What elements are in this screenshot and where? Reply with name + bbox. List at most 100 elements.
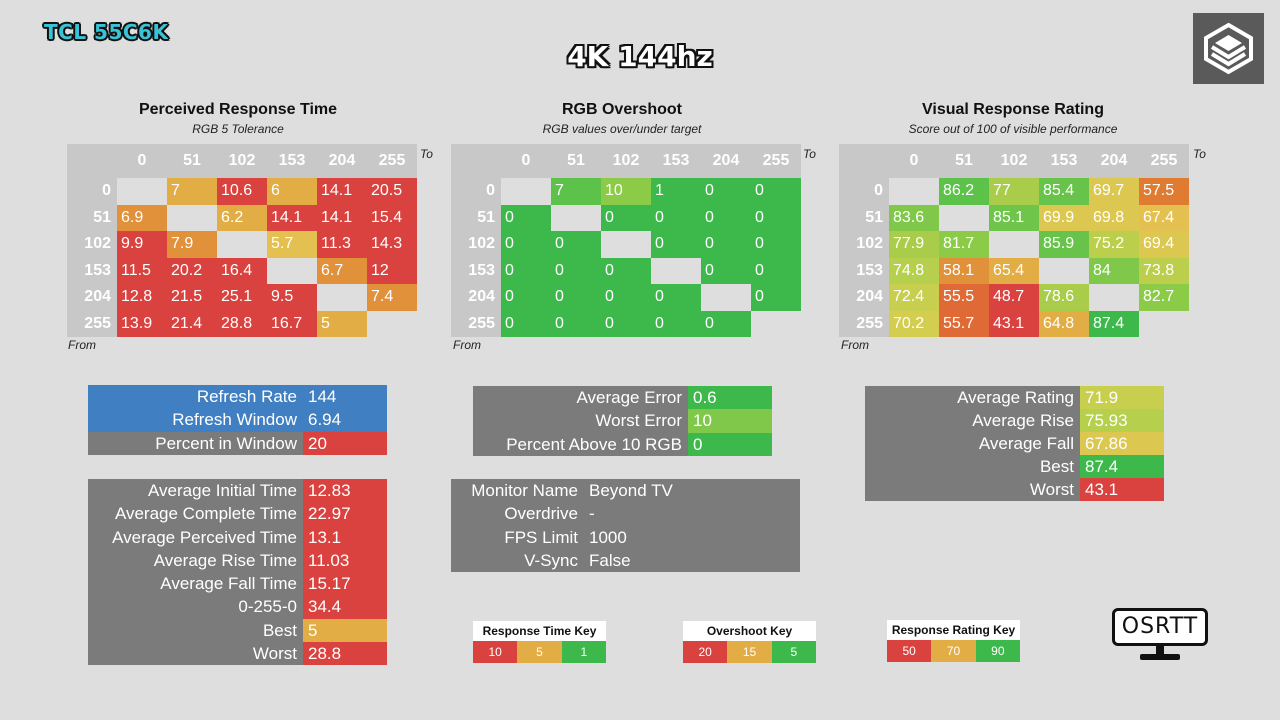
timing-value: 28.8 xyxy=(303,641,387,665)
rating-row-label: 102 xyxy=(856,235,883,252)
response-row-label: 102 xyxy=(84,235,111,252)
response-cell: 10.6 xyxy=(217,178,267,205)
overshoot-cell: 0 xyxy=(551,284,601,311)
rating-cell: 77 xyxy=(989,178,1039,205)
response-cell: 9.5 xyxy=(267,284,317,311)
rating-stat-value: 71.9 xyxy=(1080,386,1164,409)
rating-cell: 69.7 xyxy=(1089,178,1139,205)
overshoot-cell: 0 xyxy=(651,310,701,337)
response-cell: 7.4 xyxy=(367,284,417,311)
response-cell: 5.7 xyxy=(267,231,317,258)
refresh-label: Refresh Window xyxy=(88,408,303,432)
rating-panel-subtitle: Score out of 100 of visible performance xyxy=(908,122,1118,136)
overshoot-cell: 0 xyxy=(651,284,701,311)
timing-label: Average Initial Time xyxy=(88,479,303,503)
response-col-label: 102 xyxy=(228,152,256,169)
monitor-info-row: Overdrive - xyxy=(451,502,800,526)
rating-col-label: 204 xyxy=(1100,152,1128,169)
overshoot-cell: 0 xyxy=(751,178,801,205)
key-swatch: 50 xyxy=(887,640,932,662)
rating-stat-row: Average Fall 67.86 xyxy=(865,432,1164,455)
response-row-label: 153 xyxy=(84,261,111,279)
rating-cell xyxy=(1039,258,1089,285)
monitor-info-value: - xyxy=(584,502,800,526)
rating-header-bar xyxy=(839,144,1189,178)
rating-cell: 82.7 xyxy=(1139,284,1189,311)
overshoot-cell xyxy=(751,311,801,338)
response-cell: 7.9 xyxy=(167,231,217,258)
response-cell: 20.2 xyxy=(167,257,217,284)
overshoot-cell: 0 xyxy=(701,257,751,284)
rating-stat-row: Worst 43.1 xyxy=(865,478,1164,501)
rating-cell: 81.7 xyxy=(939,231,989,258)
timing-value: 34.4 xyxy=(303,595,387,619)
key-swatch: 15 xyxy=(727,641,772,663)
response-cell: 28.8 xyxy=(217,310,267,337)
overshoot-cell: 1 xyxy=(651,178,701,205)
rating-stat-label: Worst xyxy=(865,478,1080,501)
response-cell xyxy=(267,258,317,285)
timing-label: Average Perceived Time xyxy=(88,525,303,549)
overshoot-cell xyxy=(551,205,601,232)
key-swatch: 1 xyxy=(561,641,606,663)
cube-logo-icon xyxy=(1204,22,1253,75)
rating-cell: 69.9 xyxy=(1039,204,1089,231)
response-cell: 25.1 xyxy=(217,284,267,311)
rating-col-label: 0 xyxy=(909,152,919,169)
response-cell: 6.9 xyxy=(117,204,167,231)
key-swatch: 5 xyxy=(517,641,562,663)
rating-col-label: 102 xyxy=(1000,152,1028,169)
overshoot-stat-label: Average Error xyxy=(473,386,688,410)
rating-cell: 74.8 xyxy=(889,257,939,284)
overshoot-row-label: 153 xyxy=(468,261,495,279)
overshoot-stat-value: 0.6 xyxy=(688,386,772,410)
monitor-stand xyxy=(1156,646,1164,655)
timing-row: Average Initial Time 12.83 xyxy=(88,479,387,503)
overshoot-cell: 0 xyxy=(601,310,651,337)
refresh-value: 6.94 xyxy=(303,408,387,432)
overshoot-cell: 0 xyxy=(601,284,651,311)
response-row-header-bar xyxy=(67,144,117,337)
overshoot-cell: 0 xyxy=(551,257,601,284)
rating-cell: 65.4 xyxy=(989,257,1039,284)
overshoot-col-label: 255 xyxy=(762,152,790,169)
response-cell xyxy=(317,284,367,311)
monitor-info-row: V-Sync False xyxy=(451,548,800,572)
response-cell: 16.4 xyxy=(217,257,267,284)
overshoot-cell: 0 xyxy=(551,231,601,258)
response-cell: 20.5 xyxy=(367,178,417,205)
rating-row-label: 0 xyxy=(874,182,883,199)
refresh-table: Refresh Rate 144 Refresh Window 6.94 Percent… xyxy=(88,385,387,455)
rating-cell: 55.5 xyxy=(939,284,989,311)
overshoot-heatmap: 0 51 102 153 204 255 0 51 102 153 204 255 7 10 1 0 0 0 0 0 0… xyxy=(451,144,801,337)
rating-row-label: 51 xyxy=(865,208,883,226)
timing-value: 12.83 xyxy=(303,479,387,503)
overshoot-stat-value: 10 xyxy=(688,409,772,433)
overshoot-cell: 0 xyxy=(601,204,651,231)
response-cell xyxy=(367,311,417,338)
key-swatch: 10 xyxy=(473,641,518,663)
timing-row: Average Rise Time 11.03 xyxy=(88,548,387,572)
response-cell: 6.2 xyxy=(217,204,267,231)
overshoot-cell xyxy=(651,258,701,285)
response-cell: 11.5 xyxy=(117,257,167,284)
rating-to-label: To xyxy=(1193,147,1206,161)
overshoot-stat-row: Average Error 0.6 xyxy=(473,386,772,410)
rating-cell: 57.5 xyxy=(1139,178,1189,205)
overshoot-cell: 0 xyxy=(701,310,751,337)
rating-cell: 72.4 xyxy=(889,284,939,311)
rating-col-label: 51 xyxy=(955,152,973,169)
response-cell: 9.9 xyxy=(117,231,167,258)
rating-cell: 85.9 xyxy=(1039,231,1089,258)
overshoot-panel-title: RGB Overshoot xyxy=(561,101,682,118)
rating-cell: 67.4 xyxy=(1139,204,1189,231)
rating-stat-row: Average Rating 71.9 xyxy=(865,386,1164,409)
rating-cell xyxy=(989,231,1039,258)
rating-cell: 48.7 xyxy=(989,284,1039,311)
timing-row: Average Complete Time 22.97 xyxy=(88,502,387,526)
rating-col-label: 153 xyxy=(1050,152,1078,169)
rating-stat-value: 75.93 xyxy=(1080,409,1164,432)
monitor-info-label: FPS Limit xyxy=(451,525,584,549)
overshoot-cell xyxy=(501,178,551,205)
overshoot-stats-table: Average Error 0.6 Worst Error 10 Percent Abo… xyxy=(473,386,772,456)
